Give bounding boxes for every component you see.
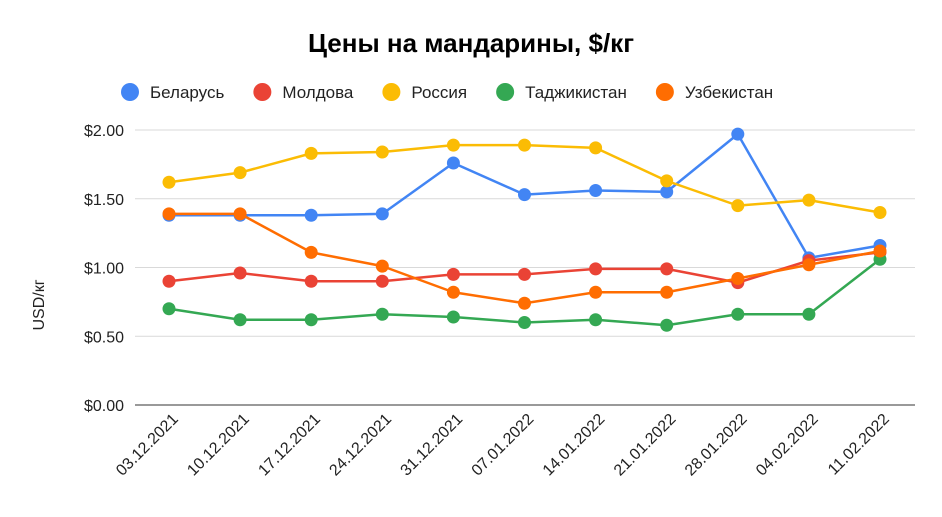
data-point[interactable]	[518, 188, 531, 202]
data-point[interactable]	[873, 206, 887, 219]
data-point[interactable]	[660, 285, 674, 299]
data-point[interactable]	[446, 285, 460, 299]
data-point[interactable]	[660, 318, 674, 332]
legend-marker	[655, 83, 674, 101]
legend-label: Молдова	[282, 83, 354, 102]
chart-title: Цены на мандарины, $/кг	[308, 28, 634, 58]
legend-marker	[496, 83, 515, 101]
data-point[interactable]	[233, 166, 247, 180]
x-tick-label: 11.02.2022	[825, 411, 893, 479]
legend-item[interactable]: Таджикистан	[496, 83, 627, 102]
y-tick-label: $1.50	[84, 192, 124, 209]
data-point[interactable]	[304, 274, 318, 288]
grid	[135, 129, 915, 406]
data-point[interactable]	[375, 145, 389, 159]
data-point[interactable]	[162, 175, 176, 189]
x-tick-label: 03.12.2021	[113, 411, 182, 480]
y-axis-label: USD/кг	[31, 279, 48, 330]
data-point[interactable]	[802, 307, 816, 321]
data-point[interactable]	[589, 141, 603, 155]
series-4	[162, 252, 887, 332]
data-point[interactable]	[589, 285, 603, 299]
legend-label: Таджикистан	[525, 83, 627, 102]
data-point[interactable]	[731, 272, 745, 285]
legend-label: Беларусь	[150, 83, 224, 102]
data-point[interactable]	[518, 267, 531, 281]
data-point[interactable]	[518, 316, 531, 329]
x-tick-label: 07.01.2022	[469, 411, 538, 480]
x-tick-label: 04.02.2022	[753, 411, 822, 480]
y-tick-label: $2.00	[84, 123, 124, 140]
x-tick-label: 21.01.2022	[611, 411, 680, 480]
legend-item[interactable]: Узбекистан	[655, 83, 773, 102]
data-point[interactable]	[304, 146, 318, 160]
data-point[interactable]	[518, 138, 531, 152]
data-point[interactable]	[802, 193, 816, 207]
x-tick-label: 28.01.2022	[682, 411, 751, 480]
data-point[interactable]	[304, 208, 318, 222]
data-point[interactable]	[375, 207, 389, 221]
legend-label: Россия	[411, 83, 467, 102]
series-group	[162, 127, 887, 332]
data-point[interactable]	[446, 267, 460, 281]
data-point[interactable]	[375, 274, 389, 288]
data-point[interactable]	[589, 184, 603, 197]
data-point[interactable]	[660, 174, 674, 188]
legend-marker	[382, 83, 401, 101]
legend-label: Узбекистан	[685, 83, 773, 102]
x-tick-label: 10.12.2021	[184, 411, 253, 480]
data-point[interactable]	[589, 262, 603, 276]
data-point[interactable]	[873, 244, 887, 258]
y-tick-label: $0.50	[84, 329, 124, 346]
data-point[interactable]	[162, 302, 176, 316]
x-tick-label: 31.12.2021	[398, 411, 467, 480]
series-3	[162, 138, 887, 219]
legend-marker	[253, 83, 272, 101]
data-point[interactable]	[802, 258, 816, 272]
data-point[interactable]	[375, 307, 389, 321]
data-point[interactable]	[233, 266, 247, 280]
x-tick-label: 14.01.2022	[540, 411, 609, 480]
data-point[interactable]	[446, 156, 460, 170]
data-point[interactable]	[660, 262, 674, 276]
data-point[interactable]	[233, 313, 247, 327]
data-point[interactable]	[304, 245, 318, 259]
data-point[interactable]	[731, 307, 745, 321]
y-tick-label: $1.00	[84, 261, 124, 278]
data-point[interactable]	[660, 185, 674, 199]
legend: Беларусь Молдова Россия Таджикистан Узбекист…	[121, 83, 773, 102]
legend-marker	[121, 83, 139, 101]
y-tick-label: $0.00	[84, 398, 124, 415]
data-point[interactable]	[518, 296, 531, 310]
data-point[interactable]	[589, 313, 603, 327]
data-point[interactable]	[731, 127, 745, 141]
series-line	[168, 143, 881, 214]
x-tick-label: 24.12.2021	[326, 411, 395, 480]
data-point[interactable]	[731, 199, 745, 213]
data-point[interactable]	[446, 310, 460, 324]
data-point[interactable]	[304, 313, 318, 327]
data-point[interactable]	[446, 138, 460, 152]
legend-item[interactable]: Россия	[382, 83, 467, 102]
data-point[interactable]	[162, 274, 176, 288]
data-point[interactable]	[233, 207, 247, 221]
x-axis-ticks: 03.12.2021 10.12.2021 17.12.2021 24.12.2021…	[113, 411, 893, 480]
y-axis-ticks: $0.00 $0.50 $1.00 $1.50 $2.00	[84, 123, 124, 415]
series-5	[162, 207, 887, 310]
data-point[interactable]	[375, 259, 389, 273]
x-tick-label: 17.12.2021	[255, 411, 324, 480]
legend-item[interactable]: Беларусь	[121, 83, 224, 102]
series-line	[169, 212, 881, 305]
legend-item[interactable]: Молдова	[253, 83, 354, 102]
data-point[interactable]	[162, 207, 176, 221]
